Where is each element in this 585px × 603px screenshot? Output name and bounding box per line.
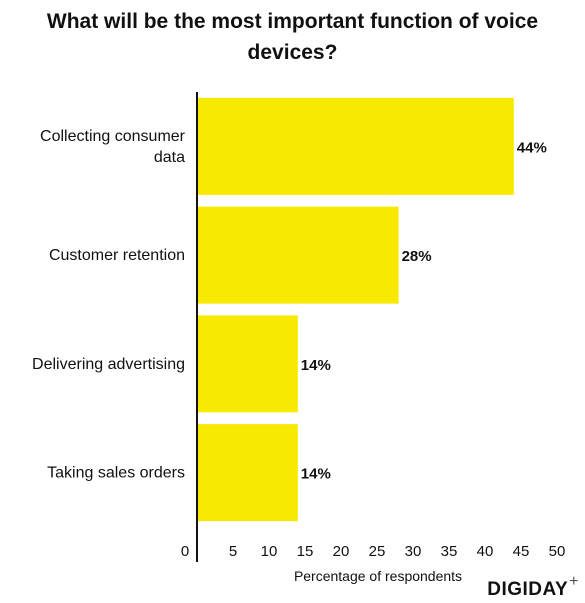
plus-icon: + xyxy=(569,573,579,590)
value-label: 28% xyxy=(402,248,432,265)
digiday-logo: DIGIDAY+ xyxy=(487,573,579,601)
category-label: Customer retention xyxy=(49,247,185,264)
bars-layer xyxy=(197,97,514,522)
chart-title: What will be the most important function… xyxy=(46,10,539,64)
value-label: 44% xyxy=(517,139,547,156)
x-tick-label: 10 xyxy=(261,543,278,560)
x-tick-label: 5 xyxy=(229,543,237,560)
x-tick-label: 40 xyxy=(477,543,494,560)
bar xyxy=(197,315,298,413)
x-axis-ticks: 0 5 10 15 20 25 30 35 40 45 50 xyxy=(181,543,566,560)
x-tick-label: 30 xyxy=(405,543,422,560)
bar xyxy=(197,206,399,304)
x-tick-label: 15 xyxy=(297,543,314,560)
category-label: Collecting consumer data xyxy=(40,128,186,166)
value-label: 14% xyxy=(301,357,331,374)
x-tick-label: 25 xyxy=(369,543,386,560)
category-label: Taking sales orders xyxy=(47,465,185,482)
category-label: Delivering advertising xyxy=(32,356,185,373)
logo-text: DIGIDAY xyxy=(487,579,569,600)
x-tick-label: 45 xyxy=(513,543,530,560)
bar xyxy=(197,97,514,195)
bar xyxy=(197,424,298,522)
x-axis-label: Percentage of respondents xyxy=(294,568,462,584)
value-labels-layer: 44% 28% 14% 14% xyxy=(301,139,547,482)
x-tick-label: 50 xyxy=(549,543,566,560)
x-tick-label: 35 xyxy=(441,543,458,560)
category-labels-layer: Collecting consumer data Customer retentio… xyxy=(32,128,186,482)
x-tick-label: 0 xyxy=(181,543,189,560)
value-label: 14% xyxy=(301,466,331,483)
x-tick-label: 20 xyxy=(333,543,350,560)
